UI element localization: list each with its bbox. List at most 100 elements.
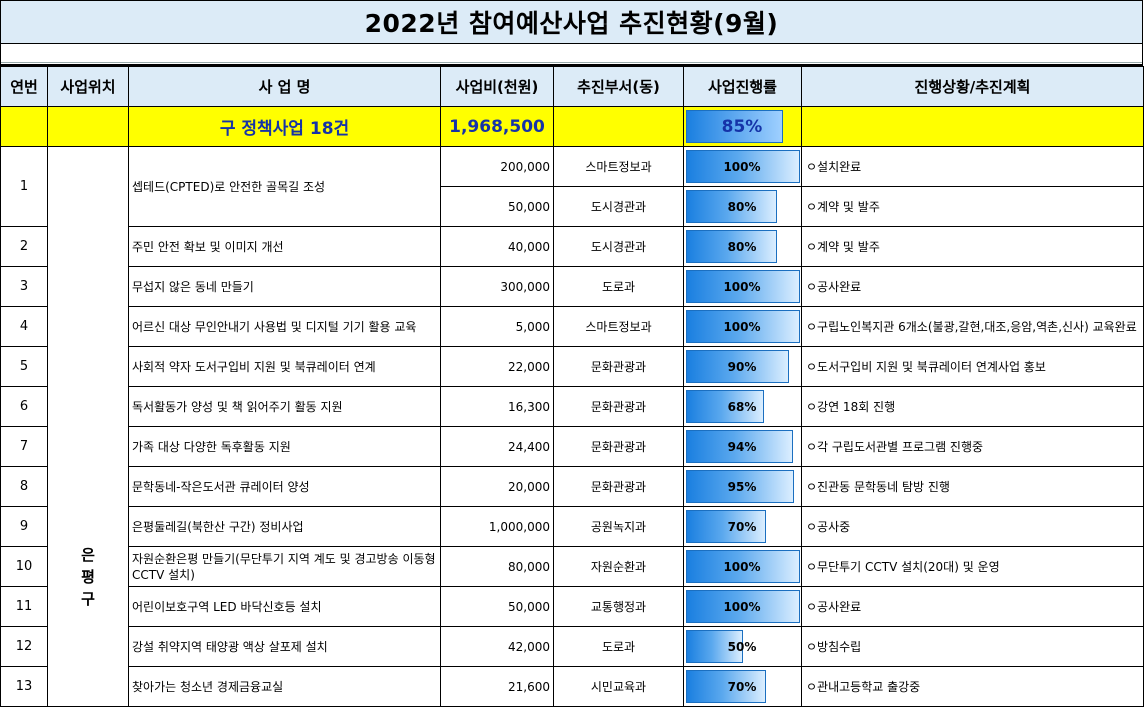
project-name: 사회적 약자 도서구입비 지원 및 북큐레이터 연계	[128, 346, 441, 387]
header-progress: 사업진행률	[683, 66, 802, 107]
project-cost: 21,600	[440, 666, 554, 707]
table-row: 12 강설 취약지역 태양광 액상 살포제 설치 42,000 도로과 50% ㅇ방침수립	[0, 626, 1144, 667]
progress-bar	[686, 230, 777, 263]
project-name: 무섭지 않은 동네 만들기	[128, 266, 441, 307]
project-status: ㅇ공사완료	[801, 586, 1144, 627]
row-number: 7	[0, 426, 48, 467]
table-row: 1 은 평 구 셉테드(CPTED)로 안전한 골목길 조성 200,000 스마트정보과 1…	[0, 146, 1144, 707]
project-status: ㅇ무단투기 CCTV 설치(20대) 및 운영	[801, 546, 1144, 587]
project-name: 문학동네-작은도서관 큐레이터 양성	[128, 466, 441, 507]
progress-cell: 70%	[683, 666, 802, 707]
header-no: 연번	[0, 66, 48, 107]
header-cost: 사업비(천원)	[440, 66, 554, 107]
summary-no	[0, 106, 48, 147]
row-number: 5	[0, 346, 48, 387]
progress-bar	[686, 630, 743, 663]
project-name: 찾아가는 청소년 경제금융교실	[128, 666, 441, 707]
project-dept: 문화관광과	[553, 386, 684, 427]
progress-label: 70%	[727, 519, 757, 534]
project-dept: 도시경관과	[553, 226, 684, 267]
project-dept: 문화관광과	[553, 466, 684, 507]
progress-cell: 50%	[683, 626, 802, 667]
row-number: 6	[0, 386, 48, 427]
progress-cell: 94%	[683, 426, 802, 467]
project-dept: 스마트정보과	[553, 146, 684, 187]
row-number: 11	[0, 586, 48, 627]
project-name: 자원순환은평 만들기(무단투기 지역 계도 및 경고방송 이동형 CCTV 설치…	[128, 546, 441, 587]
project-dept: 교통행정과	[553, 586, 684, 627]
progress-bar	[686, 270, 800, 303]
progress-label: 95%	[727, 479, 757, 494]
project-name: 강설 취약지역 태양광 액상 살포제 설치	[128, 626, 441, 667]
table-row: 50,000 도시경관과 80% ㅇ계약 및 발주	[1, 186, 1144, 227]
row-number: 9	[0, 506, 48, 547]
row-number: 3	[0, 266, 48, 307]
progress-cell: 70%	[683, 506, 802, 547]
project-name: 어르신 대상 무인안내기 사용법 및 디지털 기기 활용 교육	[128, 306, 441, 347]
row-number: 1	[0, 146, 48, 227]
project-cost: 42,000	[440, 626, 554, 667]
project-name: 주민 안전 확보 및 이미지 개선	[128, 226, 441, 267]
project-cost: 22,000	[440, 346, 554, 387]
project-status: ㅇ구립노인복지관 6개소(불광,갈현,대조,응암,역촌,신사) 교육완료	[801, 306, 1144, 347]
project-name: 가족 대상 다양한 독후활동 지원	[128, 426, 441, 467]
header-row: 연번 사업위치 사 업 명 사업비(천원) 추진부서(동) 사업진행률 진행상황…	[0, 66, 1144, 107]
project-status: ㅇ공사완료	[801, 266, 1144, 307]
project-status: ㅇ진관동 문학동네 탐방 진행	[801, 466, 1144, 507]
header-location: 사업위치	[47, 66, 129, 107]
progress-label: 94%	[727, 439, 757, 454]
location-char: 평	[81, 567, 95, 586]
progress-bar	[686, 470, 794, 503]
progress-bar	[686, 150, 800, 183]
progress-label: 100%	[723, 279, 761, 294]
progress-bar	[686, 390, 764, 423]
project-dept: 도로과	[553, 626, 684, 667]
budget-table: 연번 사업위치 사 업 명 사업비(천원) 추진부서(동) 사업진행률 진행상황…	[0, 66, 1144, 707]
project-cost: 16,300	[440, 386, 554, 427]
location-char: 구	[81, 589, 95, 608]
project-status: ㅇ설치완료	[801, 146, 1144, 187]
progress-bar	[686, 350, 789, 383]
table-row: 7 가족 대상 다양한 독후활동 지원 24,400 문화관광과 94% ㅇ각 구립도서관…	[0, 426, 1144, 467]
project-dept: 문화관광과	[553, 426, 684, 467]
table-row: 11 어린이보호구역 LED 바닥신호등 설치 50,000 교통행정과 100% ㅇ공사…	[0, 586, 1144, 627]
project-cost: 200,000	[440, 146, 554, 187]
header-name: 사 업 명	[128, 66, 441, 107]
summary-name: 구 정책사업 18건	[128, 106, 441, 147]
progress-bar	[686, 550, 800, 583]
progress-cell: 80%	[683, 186, 802, 227]
progress-label: 100%	[723, 319, 761, 334]
summary-progress-cell: 85%	[683, 106, 802, 147]
header-status: 진행상황/추진계획	[801, 66, 1144, 107]
project-cost: 5,000	[440, 306, 554, 347]
summary-location	[47, 106, 129, 147]
progress-cell: 95%	[683, 466, 802, 507]
table-row: 8 문학동네-작은도서관 큐레이터 양성 20,000 문화관광과 95% ㅇ진관동 문학…	[0, 466, 1144, 507]
table-row: 13 찾아가는 청소년 경제금융교실 21,600 시민교육과 70% ㅇ관내고등학교 출…	[0, 666, 1144, 707]
project-dept: 시민교육과	[553, 666, 684, 707]
project-name: 독서활동가 양성 및 책 읽어주기 활동 지원	[128, 386, 441, 427]
table-row: 10 자원순환은평 만들기(무단투기 지역 계도 및 경고방송 이동형 CCTV …	[0, 546, 1144, 587]
progress-label: 100%	[723, 599, 761, 614]
project-status: ㅇ계약 및 발주	[801, 186, 1144, 227]
project-dept: 스마트정보과	[553, 306, 684, 347]
project-status: ㅇ관내고등학교 출강중	[801, 666, 1144, 707]
spacer-row	[0, 44, 1143, 66]
project-dept: 자원순환과	[553, 546, 684, 587]
progress-label: 50%	[727, 639, 757, 654]
progress-bar	[686, 310, 800, 343]
project-status: ㅇ계약 및 발주	[801, 226, 1144, 267]
progress-label: 100%	[723, 159, 761, 174]
summary-row: 구 정책사업 18건 1,968,500 85%	[0, 106, 1144, 147]
progress-cell: 80%	[683, 226, 802, 267]
summary-progress-bar	[686, 110, 783, 143]
project-cost: 40,000	[440, 226, 554, 267]
progress-cell: 100%	[683, 146, 802, 187]
summary-status	[801, 106, 1144, 147]
progress-bar	[686, 590, 800, 623]
progress-cell: 100%	[683, 306, 802, 347]
summary-progress-label: 85%	[721, 116, 763, 137]
project-status: ㅇ도서구입비 지원 및 북큐레이터 연계사업 홍보	[801, 346, 1144, 387]
